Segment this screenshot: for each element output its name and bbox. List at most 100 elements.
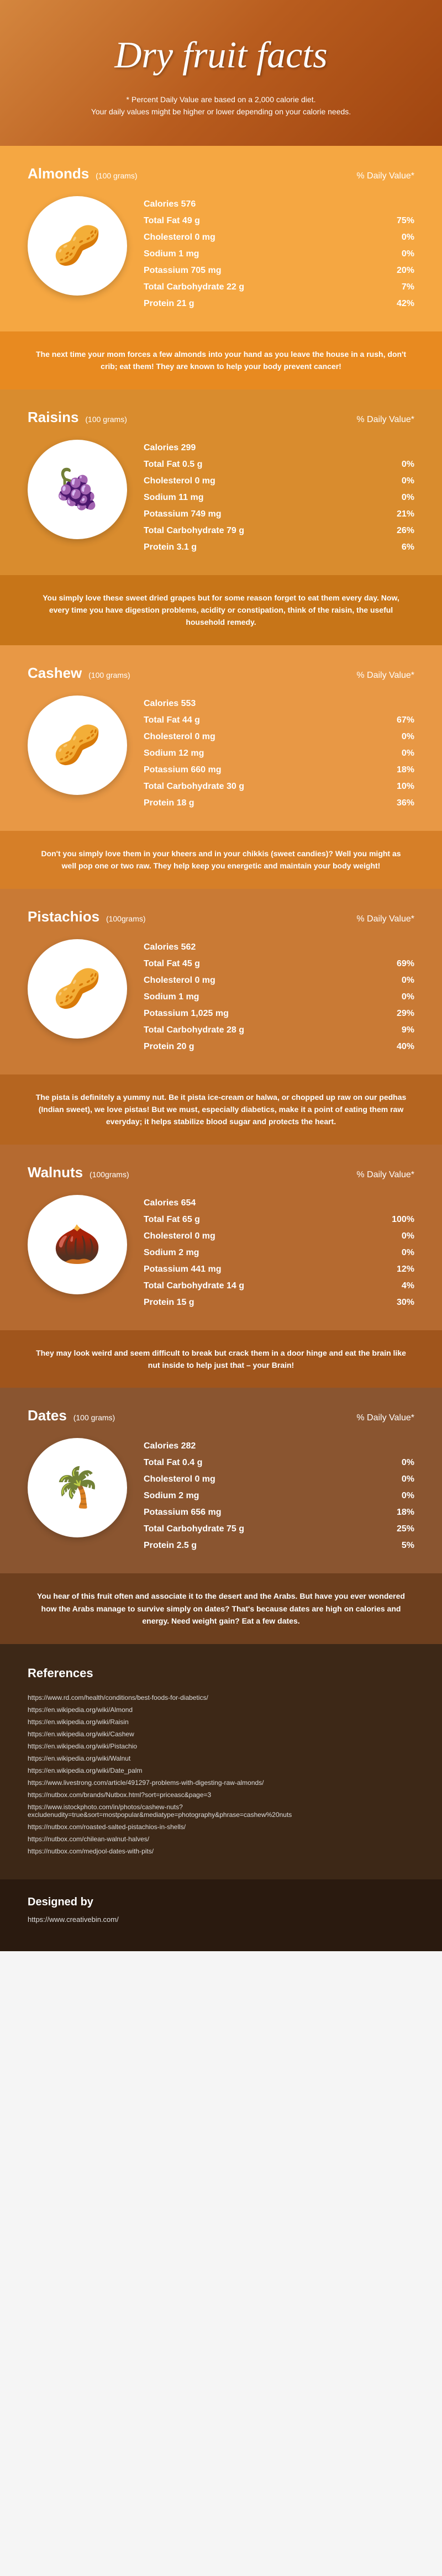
nutrition-row: Calories 299 — [144, 440, 414, 456]
section-header: Pistachios (100grams)% Daily Value* — [28, 908, 414, 925]
nutrition-value — [381, 942, 414, 952]
section-header: Cashew (100 grams)% Daily Value* — [28, 665, 414, 682]
serving-size: (100 grams) — [93, 171, 137, 180]
nutrition-row: Protein 21 g42% — [144, 296, 414, 312]
nutrition-label: Protein 2.5 g — [144, 1541, 381, 1551]
nutrition-value: 0% — [381, 476, 414, 486]
nutrition-label: Cholesterol 0 mg — [144, 476, 381, 486]
nutrition-value — [381, 199, 414, 209]
section-header: Raisins (100 grams)% Daily Value* — [28, 409, 414, 426]
designed-by-link[interactable]: https://www.creativebin.com/ — [28, 1915, 414, 1924]
nutrition-value: 26% — [381, 526, 414, 536]
nutrition-row: Potassium 656 mg18% — [144, 1504, 414, 1521]
reference-link[interactable]: https://en.wikipedia.org/wiki/Cashew — [28, 1728, 414, 1740]
nutrition-label: Potassium 656 mg — [144, 1508, 381, 1518]
section-body: 🌰Calories 654Total Fat 65 g100%Cholester… — [28, 1195, 414, 1311]
reference-link[interactable]: https://www.livestrong.com/article/49129… — [28, 1777, 414, 1789]
serving-size: (100 grams) — [71, 1413, 115, 1422]
reference-link[interactable]: https://en.wikipedia.org/wiki/Walnut — [28, 1752, 414, 1764]
reference-link[interactable]: https://www.rd.com/health/conditions/bes… — [28, 1692, 414, 1704]
nutrition-label: Total Carbohydrate 28 g — [144, 1025, 381, 1035]
nutrition-label: Total Carbohydrate 14 g — [144, 1281, 381, 1291]
nutrition-value: 75% — [381, 216, 414, 226]
daily-value-label: % Daily Value* — [356, 171, 414, 181]
nutrition-label: Sodium 1 mg — [144, 992, 381, 1002]
nutrition-value: 7% — [381, 282, 414, 292]
reference-link[interactable]: https://en.wikipedia.org/wiki/Date_palm — [28, 1764, 414, 1777]
reference-link[interactable]: https://nutbox.com/roasted-salted-pistac… — [28, 1821, 414, 1833]
nutrition-label: Protein 15 g — [144, 1298, 381, 1308]
nutrition-value: 5% — [381, 1541, 414, 1551]
nutrition-value: 6% — [381, 542, 414, 552]
nutrition-label: Protein 3.1 g — [144, 542, 381, 552]
nutrition-label: Total Carbohydrate 30 g — [144, 782, 381, 792]
food-image: 🥜 — [28, 939, 127, 1039]
nutrition-label: Potassium 705 mg — [144, 266, 381, 276]
food-name: Cashew — [28, 665, 82, 681]
nutrition-row: Protein 2.5 g5% — [144, 1537, 414, 1554]
reference-link[interactable]: https://en.wikipedia.org/wiki/Raisin — [28, 1716, 414, 1728]
section-header: Walnuts (100grams)% Daily Value* — [28, 1164, 414, 1181]
nutrition-row: Total Carbohydrate 14 g4% — [144, 1278, 414, 1294]
nutrition-row: Total Carbohydrate 75 g25% — [144, 1521, 414, 1537]
reference-link[interactable]: https://nutbox.com/chilean-walnut-halves… — [28, 1833, 414, 1845]
daily-value-label: % Daily Value* — [356, 415, 414, 425]
section-body: 🥜Calories 576Total Fat 49 g75%Cholestero… — [28, 196, 414, 312]
nutrition-table: Calories 282Total Fat 0.4 g0%Cholesterol… — [144, 1438, 414, 1554]
serving-size: (100 grams) — [86, 671, 130, 679]
section-body: 🥜Calories 562Total Fat 45 g69%Cholestero… — [28, 939, 414, 1055]
reference-link[interactable]: https://nutbox.com/brands/Nutbox.html?so… — [28, 1789, 414, 1801]
nutrition-value: 9% — [381, 1025, 414, 1035]
food-name: Dates — [28, 1407, 67, 1424]
serving-size: (100grams) — [87, 1170, 129, 1179]
daily-value-label: % Daily Value* — [356, 1170, 414, 1180]
divider-text: The pista is definitely a yummy nut. Be … — [0, 1074, 442, 1145]
nutrition-value: 100% — [381, 1215, 414, 1225]
nutrition-row: Protein 3.1 g6% — [144, 539, 414, 556]
nutrition-value: 10% — [381, 782, 414, 792]
nutrition-table: Calories 553Total Fat 44 g67%Cholesterol… — [144, 696, 414, 812]
divider-text: You simply love these sweet dried grapes… — [0, 575, 442, 645]
nutrition-value: 67% — [381, 715, 414, 725]
divider-text: You hear of this fruit often and associa… — [0, 1573, 442, 1643]
nutrition-table: Calories 562Total Fat 45 g69%Cholesterol… — [144, 939, 414, 1055]
nutrition-table: Calories 576Total Fat 49 g75%Cholesterol… — [144, 196, 414, 312]
nutrition-label: Cholesterol 0 mg — [144, 233, 381, 243]
nutrition-label: Cholesterol 0 mg — [144, 732, 381, 742]
nutrition-row: Total Carbohydrate 79 g26% — [144, 523, 414, 539]
nutrition-section-walnuts: Walnuts (100grams)% Daily Value*🌰Calorie… — [0, 1145, 442, 1330]
nutrition-row: Sodium 12 mg0% — [144, 745, 414, 762]
reference-link[interactable]: https://en.wikipedia.org/wiki/Pistachio — [28, 1740, 414, 1752]
nutrition-value: 0% — [381, 460, 414, 470]
nutrition-value: 0% — [381, 1231, 414, 1241]
nutrition-section-raisins: Raisins (100 grams)% Daily Value*🍇Calori… — [0, 389, 442, 575]
reference-link[interactable]: https://nutbox.com/medjool-dates-with-pi… — [28, 1845, 414, 1857]
nutrition-row: Potassium 705 mg20% — [144, 262, 414, 279]
nutrition-row: Cholesterol 0 mg0% — [144, 729, 414, 745]
nutrition-value: 0% — [381, 249, 414, 259]
nutrition-value: 0% — [381, 1491, 414, 1501]
nutrition-row: Potassium 749 mg21% — [144, 506, 414, 523]
nutrition-row: Total Fat 49 g75% — [144, 213, 414, 229]
nutrition-label: Total Fat 0.4 g — [144, 1458, 381, 1468]
nutrition-label: Protein 20 g — [144, 1042, 381, 1052]
nutrition-row: Sodium 2 mg0% — [144, 1245, 414, 1261]
reference-link[interactable]: https://en.wikipedia.org/wiki/Almond — [28, 1704, 414, 1716]
nutrition-label: Protein 21 g — [144, 299, 381, 309]
food-name: Raisins — [28, 409, 79, 425]
section-body: 🌴Calories 282Total Fat 0.4 g0%Cholestero… — [28, 1438, 414, 1554]
nutrition-value: 0% — [381, 749, 414, 758]
nutrition-row: Cholesterol 0 mg0% — [144, 1228, 414, 1245]
nutrition-row: Total Fat 44 g67% — [144, 712, 414, 729]
nutrition-row: Total Fat 0.4 g0% — [144, 1455, 414, 1471]
nutrition-label: Sodium 1 mg — [144, 249, 381, 259]
nutrition-row: Total Fat 45 g69% — [144, 956, 414, 972]
section-header: Almonds (100 grams)% Daily Value* — [28, 165, 414, 182]
nutrition-label: Total Carbohydrate 75 g — [144, 1524, 381, 1534]
reference-link[interactable]: https://www.istockphoto.com/in/photos/ca… — [28, 1801, 414, 1821]
nutrition-label: Sodium 12 mg — [144, 749, 381, 758]
nutrition-value: 0% — [381, 1474, 414, 1484]
page-title: Dry fruit facts — [22, 33, 420, 77]
nutrition-value: 0% — [381, 976, 414, 986]
food-image: 🥜 — [28, 696, 127, 795]
